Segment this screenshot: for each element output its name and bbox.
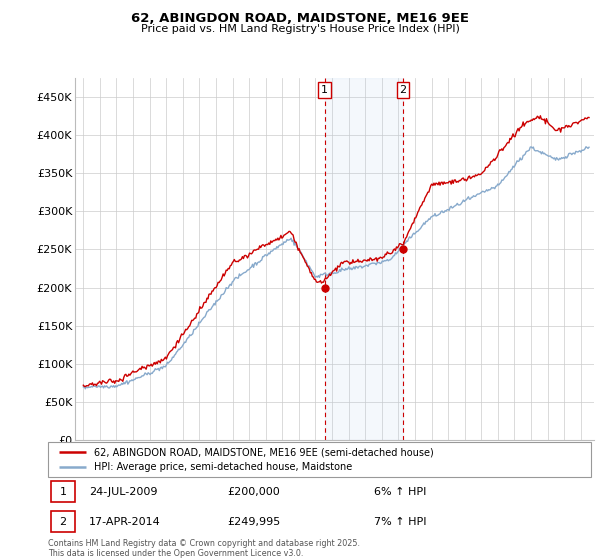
FancyBboxPatch shape bbox=[51, 481, 75, 502]
Text: 1: 1 bbox=[321, 85, 328, 95]
Text: 6% ↑ HPI: 6% ↑ HPI bbox=[374, 487, 426, 497]
Text: £200,000: £200,000 bbox=[227, 487, 280, 497]
Text: 62, ABINGDON ROAD, MAIDSTONE, ME16 9EE (semi-detached house): 62, ABINGDON ROAD, MAIDSTONE, ME16 9EE (… bbox=[94, 447, 434, 457]
Text: 62, ABINGDON ROAD, MAIDSTONE, ME16 9EE: 62, ABINGDON ROAD, MAIDSTONE, ME16 9EE bbox=[131, 12, 469, 25]
FancyBboxPatch shape bbox=[48, 442, 591, 477]
Text: 2: 2 bbox=[59, 517, 67, 527]
Text: 2: 2 bbox=[400, 85, 407, 95]
Text: Contains HM Land Registry data © Crown copyright and database right 2025.
This d: Contains HM Land Registry data © Crown c… bbox=[48, 539, 360, 558]
Text: 1: 1 bbox=[59, 487, 67, 497]
Text: 24-JUL-2009: 24-JUL-2009 bbox=[89, 487, 157, 497]
Bar bbox=[325, 78, 403, 440]
Text: £249,995: £249,995 bbox=[227, 517, 280, 527]
Text: HPI: Average price, semi-detached house, Maidstone: HPI: Average price, semi-detached house,… bbox=[94, 463, 352, 473]
Text: 7% ↑ HPI: 7% ↑ HPI bbox=[374, 517, 426, 527]
Text: 17-APR-2014: 17-APR-2014 bbox=[89, 517, 160, 527]
FancyBboxPatch shape bbox=[51, 511, 75, 533]
Text: Price paid vs. HM Land Registry's House Price Index (HPI): Price paid vs. HM Land Registry's House … bbox=[140, 24, 460, 34]
